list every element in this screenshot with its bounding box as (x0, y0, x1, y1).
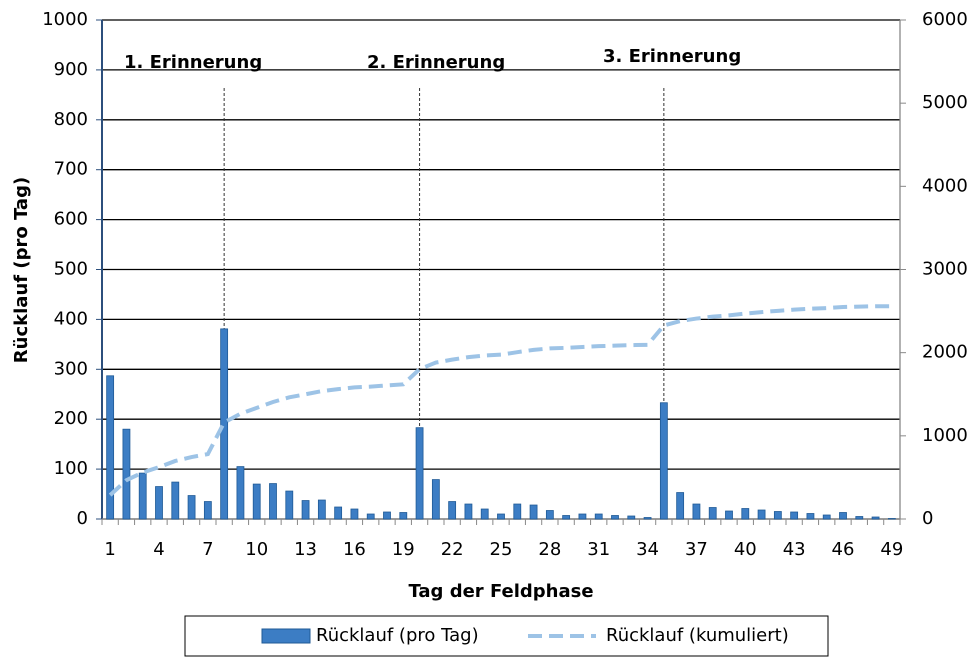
x-tick-label: 19 (392, 539, 415, 560)
bar (741, 508, 750, 520)
x-tick-label: 46 (832, 539, 855, 560)
bar (448, 501, 457, 520)
bar (350, 508, 359, 520)
annotation: 2. Erinnerung (367, 52, 505, 73)
y-tick-label: 900 (54, 59, 88, 80)
y2-tick-label: 5000 (922, 92, 968, 113)
y-tick-label: 700 (54, 159, 88, 180)
bar (562, 515, 571, 520)
bar (106, 375, 115, 520)
y-tick-label: 300 (54, 358, 88, 379)
bar (301, 500, 310, 520)
bar (806, 513, 815, 520)
bar (269, 483, 277, 520)
x-tick-label: 40 (734, 539, 757, 560)
bar (252, 483, 261, 520)
line (108, 304, 892, 497)
x-tick-label: 1 (104, 539, 115, 560)
x-tick-label: 22 (441, 539, 464, 560)
y-tick-label: 400 (54, 308, 88, 329)
bar (594, 513, 603, 520)
bar (708, 507, 717, 520)
y-tick-label: 800 (54, 109, 88, 130)
bar (790, 511, 799, 520)
bar (513, 503, 522, 520)
bar (334, 506, 343, 520)
bar (236, 466, 245, 520)
x-tick-label: 31 (587, 539, 610, 560)
bar (122, 428, 131, 520)
bar (187, 495, 196, 520)
x-tick-label: 4 (153, 539, 164, 560)
x-axis-label: Tag der Feldphase (408, 581, 593, 602)
bar (431, 479, 440, 520)
bar (171, 481, 180, 520)
bar (317, 499, 326, 520)
bar (773, 511, 782, 520)
y-tick-label: 600 (54, 209, 88, 230)
bar (464, 503, 473, 520)
y2-tick-label: 3000 (922, 259, 968, 280)
x-tick-label: 37 (685, 539, 708, 560)
bar (822, 514, 831, 520)
x-tick-label: 13 (294, 539, 317, 560)
y-tick-label: 1000 (42, 9, 88, 30)
bar (578, 513, 587, 520)
y2-tick-label: 6000 (922, 9, 968, 30)
x-tick-label: 7 (202, 539, 213, 560)
bar (480, 508, 489, 520)
bar (366, 513, 375, 520)
bar (725, 510, 733, 520)
y2-tick-label: 1000 (922, 425, 968, 446)
bar (871, 516, 880, 520)
bar (138, 472, 147, 520)
bar (545, 510, 554, 520)
x-tick-label: 25 (490, 539, 513, 560)
y-tick-label: 200 (54, 408, 88, 429)
y2-tick-label: 4000 (922, 175, 968, 196)
bar (415, 427, 424, 520)
x-tick-label: 43 (783, 539, 806, 560)
bar (676, 492, 685, 520)
bar (839, 512, 847, 520)
y2-tick-label: 0 (922, 508, 933, 529)
annotation: 1. Erinnerung (124, 52, 262, 73)
x-tick-label: 34 (636, 539, 659, 560)
annotation: 3. Erinnerung (603, 46, 741, 67)
bar (659, 402, 668, 520)
x-tick-label: 10 (245, 539, 268, 560)
bar (855, 516, 864, 520)
bar (611, 515, 619, 520)
x-tick-label: 49 (880, 539, 903, 560)
legend-label: Rücklauf (pro Tag) (316, 625, 479, 646)
bar (220, 328, 229, 520)
bar (643, 517, 652, 520)
bar (285, 490, 294, 520)
x-tick-label: 16 (343, 539, 366, 560)
bar (692, 503, 701, 520)
bar (757, 509, 766, 520)
x-tick-label: 28 (538, 539, 561, 560)
legend-label: Rücklauf (kumuliert) (606, 625, 789, 646)
y-tick-label: 100 (54, 458, 88, 479)
bar (399, 512, 408, 520)
bar (627, 515, 636, 520)
bar (383, 511, 391, 520)
y-tick-label: 500 (54, 259, 88, 280)
bar (155, 486, 163, 520)
legend-swatch (261, 628, 311, 644)
y2-tick-label: 2000 (922, 342, 968, 363)
bar (203, 501, 212, 520)
y-tick-label: 0 (77, 508, 88, 529)
bar (529, 504, 538, 520)
bar (497, 513, 505, 520)
y-axis-label: Rücklauf (pro Tag) (11, 177, 32, 363)
